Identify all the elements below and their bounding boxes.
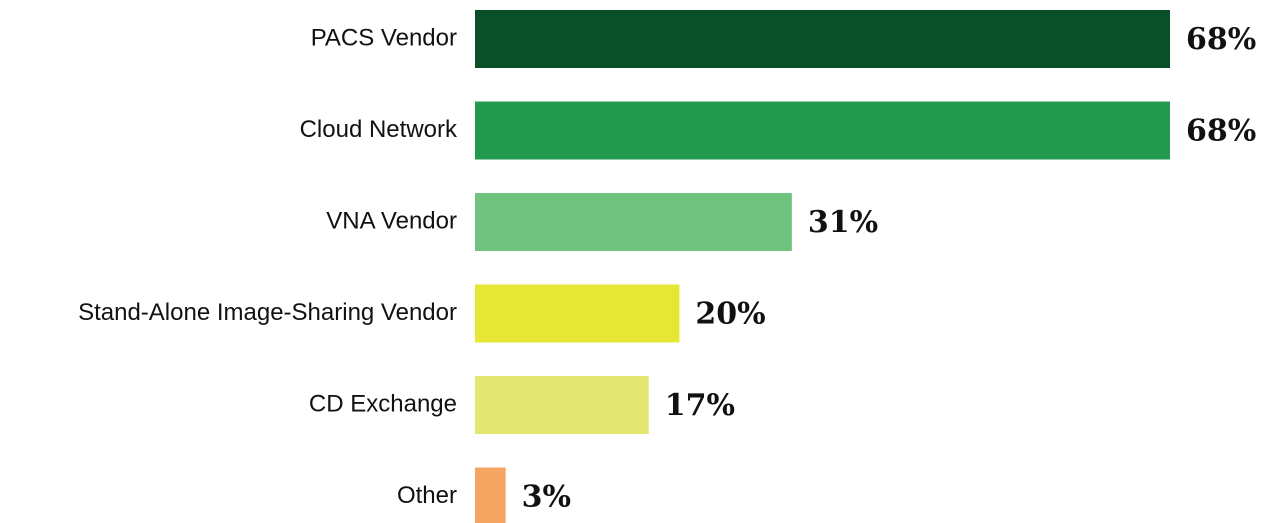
bar xyxy=(475,10,1170,68)
category-label: CD Exchange xyxy=(309,390,457,417)
value-label: 68% xyxy=(1186,22,1256,57)
value-label: 3% xyxy=(522,480,571,515)
value-label: 20% xyxy=(695,297,765,332)
bar xyxy=(475,467,506,523)
category-label: PACS Vendor xyxy=(311,24,457,51)
bar xyxy=(475,284,680,343)
value-label: 68% xyxy=(1186,114,1256,149)
category-label: VNA Vendor xyxy=(326,207,457,234)
bar xyxy=(475,101,1170,160)
value-label: 17% xyxy=(665,388,735,423)
value-label: 31% xyxy=(808,205,878,240)
bar xyxy=(475,193,792,251)
bar xyxy=(475,376,649,434)
category-label: Cloud Network xyxy=(300,116,458,143)
category-label: Stand-Alone Image-Sharing Vendor xyxy=(78,299,457,326)
category-label: Other xyxy=(397,482,457,509)
